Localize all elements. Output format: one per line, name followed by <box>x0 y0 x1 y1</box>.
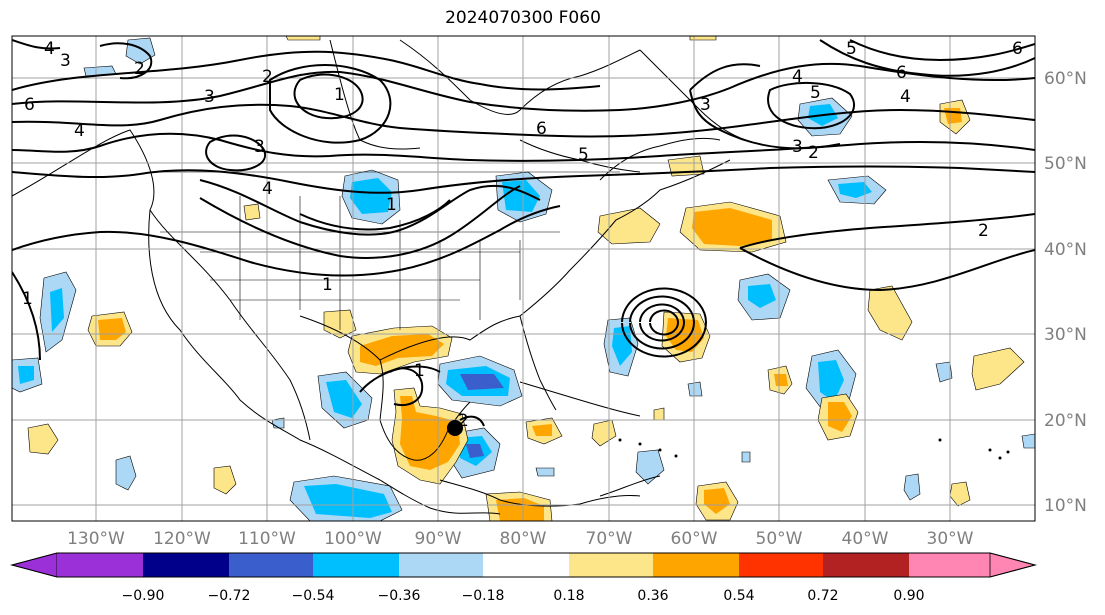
lat-label: 40°N <box>1044 240 1087 260</box>
colorbar-segment <box>229 553 313 577</box>
contour-label: 4 <box>262 179 273 199</box>
colorbar-tick: 0.18 <box>553 588 584 604</box>
colorbar-tick: 0.90 <box>893 588 924 604</box>
lon-label: 100°W <box>324 529 382 549</box>
colorbar-tick: −0.18 <box>462 588 505 604</box>
lat-label: 30°N <box>1044 325 1087 345</box>
map-title: 2024070300 F060 <box>445 8 601 28</box>
colorbar-extend-high <box>989 552 1037 578</box>
colorbar-segment <box>823 553 909 577</box>
contour-label: 1 <box>414 361 425 381</box>
colorbar-segment <box>653 553 739 577</box>
colorbar-tick: −0.36 <box>378 588 421 604</box>
lon-label: 60°W <box>671 529 718 549</box>
contour-label: 5 <box>810 83 821 103</box>
contour-labels: 4 3 2 6 4 3 1 2 3 4 5 6 5 2 3 6 4 5 4 6 … <box>22 39 1023 431</box>
contour-label: 4 <box>900 87 911 107</box>
longitude-labels: 130°W 120°W 110°W 100°W 90°W 80°W 70°W 6… <box>67 529 974 549</box>
colorbar: −0.90 −0.72 −0.54 −0.36 −0.18 0.18 0.36 … <box>10 552 1037 604</box>
contour-label: 6 <box>1012 39 1023 59</box>
colorbar-tick: 0.72 <box>807 588 838 604</box>
colorbar-segment <box>399 553 483 577</box>
lat-label: 60°N <box>1044 69 1087 89</box>
contour-label: 1 <box>22 289 33 309</box>
contour-label: 3 <box>792 137 803 157</box>
lon-label: 30°W <box>927 529 974 549</box>
lon-label: 90°W <box>415 529 462 549</box>
contour-label: 2 <box>808 143 819 163</box>
lat-label: 10°N <box>1044 496 1087 516</box>
colorbar-segment <box>143 553 229 577</box>
contour-label: 5 <box>846 39 857 59</box>
contour-label: 6 <box>896 63 907 83</box>
lon-label: 70°W <box>586 529 633 549</box>
contour-label: 4 <box>792 67 803 87</box>
contour-label: 3 <box>204 87 215 107</box>
lon-label: 40°W <box>842 529 889 549</box>
lat-label: 50°N <box>1044 154 1087 174</box>
contour-label: 2 <box>458 411 469 431</box>
colorbar-tick: 0.54 <box>723 588 754 604</box>
contour-label: 3 <box>254 137 265 157</box>
colorbar-segment <box>909 553 990 577</box>
caribbean-islands <box>618 438 1010 460</box>
colorbar-extend-low <box>10 552 58 578</box>
contour-label: 2 <box>134 59 145 79</box>
lon-label: 50°W <box>756 529 803 549</box>
location-marker <box>447 420 463 436</box>
coastlines <box>12 39 761 515</box>
map-frame <box>11 35 1036 522</box>
colorbar-tick: −0.54 <box>292 588 335 604</box>
contour-label: 3 <box>60 51 71 71</box>
colorbar-segment <box>313 553 399 577</box>
contour-label: 6 <box>24 95 35 115</box>
colorbar-tick: −0.90 <box>122 588 165 604</box>
contour-label: 4 <box>74 121 85 141</box>
colorbar-tick: −0.72 <box>208 588 251 604</box>
contour-label: 2 <box>978 221 989 241</box>
colorbar-segment <box>569 553 653 577</box>
contour-label: 2 <box>262 67 273 87</box>
contour-label: 1 <box>386 195 397 215</box>
lon-label: 80°W <box>500 529 547 549</box>
contour-label: 1 <box>322 275 333 295</box>
colorbar-segment <box>739 553 823 577</box>
latitude-labels: 60°N 50°N 40°N 30°N 20°N 10°N <box>1044 69 1087 516</box>
contour-label: 4 <box>44 39 55 59</box>
positive-anomaly-shading <box>27 36 1025 521</box>
colorbar-tick: 0.36 <box>637 588 668 604</box>
colorbar-segment <box>483 553 569 577</box>
gridlines <box>12 36 1035 521</box>
contour-label: 5 <box>578 145 589 165</box>
colorbar-segment <box>57 553 143 577</box>
lon-label: 110°W <box>238 529 296 549</box>
lon-label: 130°W <box>67 529 125 549</box>
lat-label: 20°N <box>1044 411 1087 431</box>
contour-label: 6 <box>536 119 547 139</box>
contour-label: 3 <box>700 95 711 115</box>
contour-label: 1 <box>334 85 345 105</box>
contour-lines <box>12 39 1035 427</box>
lon-label: 120°W <box>153 529 211 549</box>
